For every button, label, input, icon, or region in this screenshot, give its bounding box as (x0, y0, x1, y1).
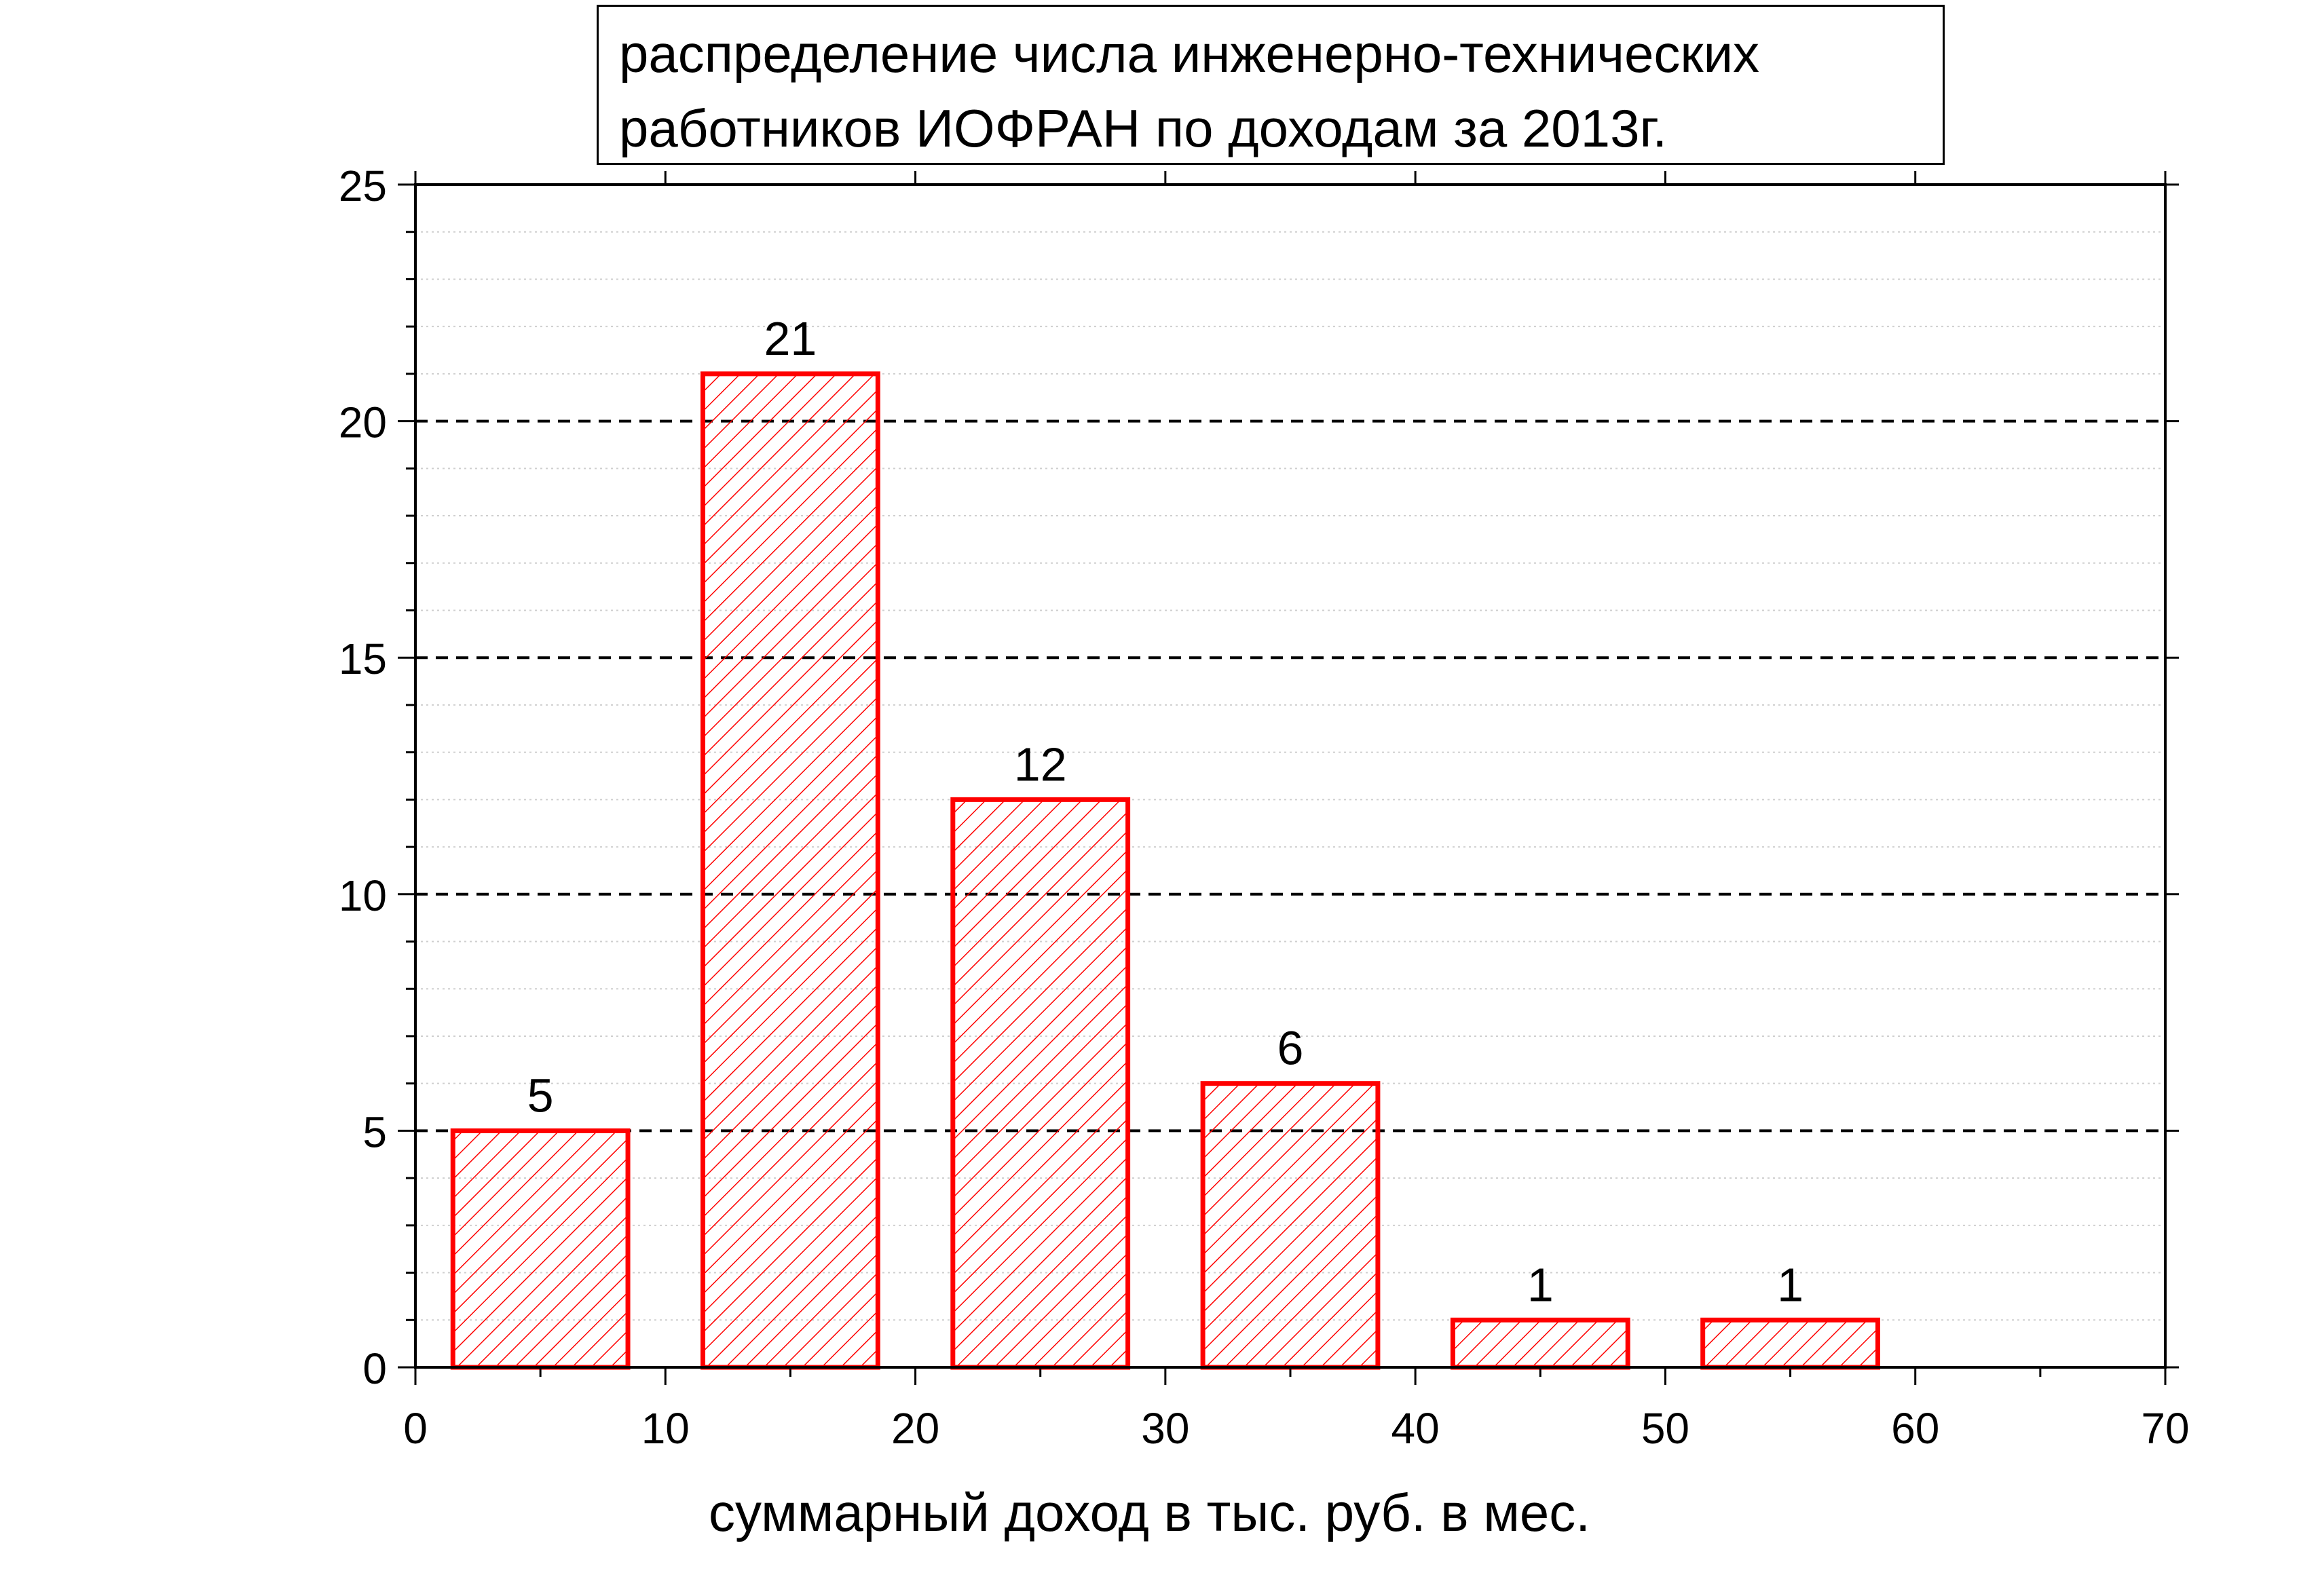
y-tick-label: 5 (362, 1107, 387, 1156)
x-tick-label: 0 (403, 1404, 428, 1453)
bar-5 (1450, 1317, 1630, 1370)
y-tick-label: 0 (362, 1344, 387, 1393)
y-tick-label: 25 (339, 162, 387, 210)
chart-title-line-2: работников ИОФРАН по доходам за 2013г. (619, 98, 1668, 158)
x-tick-label: 60 (1891, 1404, 1939, 1453)
bar-value-label: 12 (1014, 738, 1067, 791)
x-tick-label: 10 (641, 1404, 690, 1453)
y-tick-label: 10 (339, 871, 387, 920)
axes (398, 171, 2179, 1385)
bar-value-label: 1 (1527, 1258, 1554, 1311)
bar-value-label: 1 (1777, 1258, 1803, 1311)
y-tick-label: 15 (339, 634, 387, 683)
bar-value-label: 21 (764, 312, 817, 365)
bar-4 (1200, 1081, 1381, 1370)
x-tick-label: 20 (891, 1404, 939, 1453)
chart-title-line-1: распределение числа инженерно-технически… (619, 24, 1760, 83)
bar-1 (450, 1128, 631, 1370)
x-tick-label: 70 (2141, 1404, 2189, 1453)
x-tick-label: 50 (1641, 1404, 1689, 1453)
bar-6 (1700, 1317, 1880, 1370)
x-tick-label: 30 (1141, 1404, 1189, 1453)
chart-title-box: распределение числа инженерно-технически… (597, 5, 1945, 165)
bar-value-label: 5 (527, 1069, 554, 1122)
x-tick-label: 40 (1391, 1404, 1440, 1453)
bar-value-label: 6 (1277, 1022, 1304, 1075)
x-axis-label: суммарный доход в тыс. руб. в мес. (709, 1483, 1590, 1542)
bar-3 (950, 797, 1131, 1370)
bar-2 (700, 371, 880, 1370)
bars (450, 371, 1880, 1370)
y-tick-label: 20 (339, 398, 387, 447)
